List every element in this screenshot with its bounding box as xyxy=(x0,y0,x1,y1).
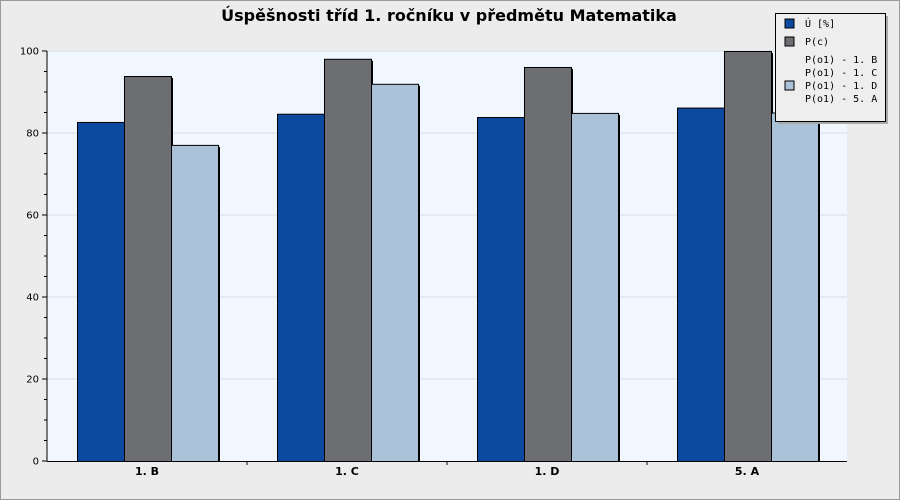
bar xyxy=(524,66,572,463)
legend-label: P(o1) - 1. B xyxy=(805,55,877,66)
bar xyxy=(324,58,372,462)
legend: Ú [%] P(c) P(o1) - 1. B P(o1) - 1. C P(o1) -… xyxy=(775,13,888,124)
bar xyxy=(477,117,525,462)
bar xyxy=(171,144,219,462)
legend-box xyxy=(775,13,886,122)
bar xyxy=(277,113,325,462)
y-axis-ticks: 0 20 40 60 80 100 xyxy=(20,47,47,468)
legend-label: P(o1) - 1. D xyxy=(805,81,877,92)
y-tick-label: 80 xyxy=(26,129,39,140)
bar xyxy=(771,112,819,462)
bar xyxy=(571,112,619,462)
bar xyxy=(371,83,419,463)
x-axis-ticks: 1. B 1. C 1. D 5. A xyxy=(135,461,760,478)
y-tick-label: 40 xyxy=(26,293,39,304)
y-tick-label: 100 xyxy=(20,47,39,58)
legend-swatch xyxy=(784,18,795,29)
y-tick-label: 60 xyxy=(26,211,39,222)
x-tick-label: 1. C xyxy=(335,465,359,478)
y-tick-label: 0 xyxy=(33,457,39,468)
bar xyxy=(724,51,772,462)
bar xyxy=(124,76,172,462)
legend-swatch xyxy=(784,36,795,47)
bar xyxy=(77,121,125,463)
legend-label: Ú [%] xyxy=(805,17,835,30)
x-tick-label: 1. D xyxy=(535,465,560,478)
chart-title: Úspěšnosti tříd 1. ročníku v předmětu Ma… xyxy=(221,6,677,25)
legend-label: P(o1) - 5. A xyxy=(805,94,877,105)
x-tick-label: 5. A xyxy=(735,465,760,478)
y-tick-label: 20 xyxy=(26,375,39,386)
legend-swatch xyxy=(784,80,795,91)
legend-label: P(o1) - 1. C xyxy=(805,68,877,79)
x-tick-label: 1. B xyxy=(135,465,159,478)
bar xyxy=(677,107,725,463)
legend-label: P(c) xyxy=(805,37,829,48)
